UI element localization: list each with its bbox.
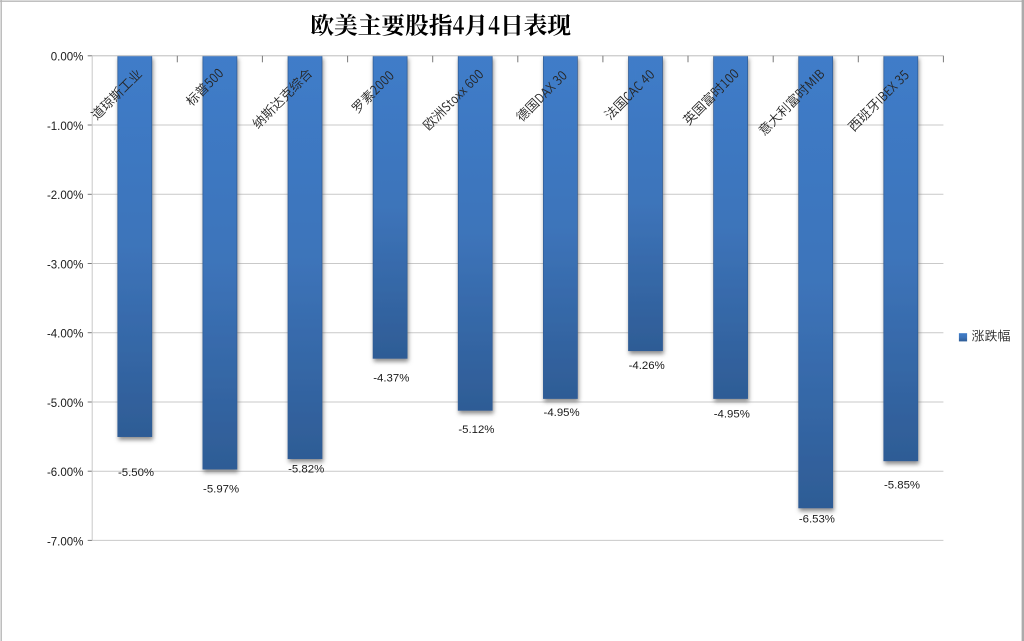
svg-text:-6.53%: -6.53% [799,514,835,526]
svg-text:-6.00%: -6.00% [47,467,83,479]
svg-text:0.00%: 0.00% [51,52,84,64]
svg-text:-5.12%: -5.12% [458,424,494,436]
svg-text:-7.00%: -7.00% [47,536,83,548]
svg-text:-2.00%: -2.00% [47,190,83,202]
svg-text:-5.82%: -5.82% [288,464,324,476]
svg-text:-4.95%: -4.95% [714,409,750,421]
svg-text:-5.85%: -5.85% [884,480,920,492]
svg-text:-5.97%: -5.97% [203,484,239,496]
svg-text:-4.37%: -4.37% [373,373,409,385]
svg-text:-3.00%: -3.00% [47,259,83,271]
svg-text:-4.95%: -4.95% [544,407,580,419]
svg-text:-5.00%: -5.00% [47,398,83,410]
svg-text:-5.50%: -5.50% [118,467,154,479]
svg-text:-1.00%: -1.00% [47,121,83,133]
svg-text:-4.00%: -4.00% [47,329,83,341]
svg-text:-4.26%: -4.26% [629,360,665,372]
